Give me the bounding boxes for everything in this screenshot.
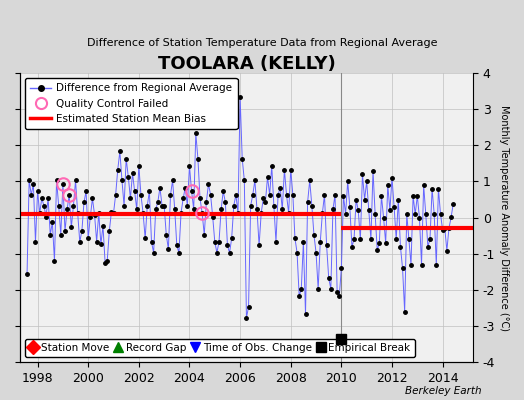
Text: Difference of Station Temperature Data from Regional Average: Difference of Station Temperature Data f… <box>87 38 437 48</box>
Text: Berkeley Earth: Berkeley Earth <box>406 386 482 396</box>
Title: TOOLARA (KELLY): TOOLARA (KELLY) <box>158 55 335 73</box>
Y-axis label: Monthly Temperature Anomaly Difference (°C): Monthly Temperature Anomaly Difference (… <box>499 105 509 331</box>
Legend: Station Move, Record Gap, Time of Obs. Change, Empirical Break: Station Move, Record Gap, Time of Obs. C… <box>25 339 414 357</box>
